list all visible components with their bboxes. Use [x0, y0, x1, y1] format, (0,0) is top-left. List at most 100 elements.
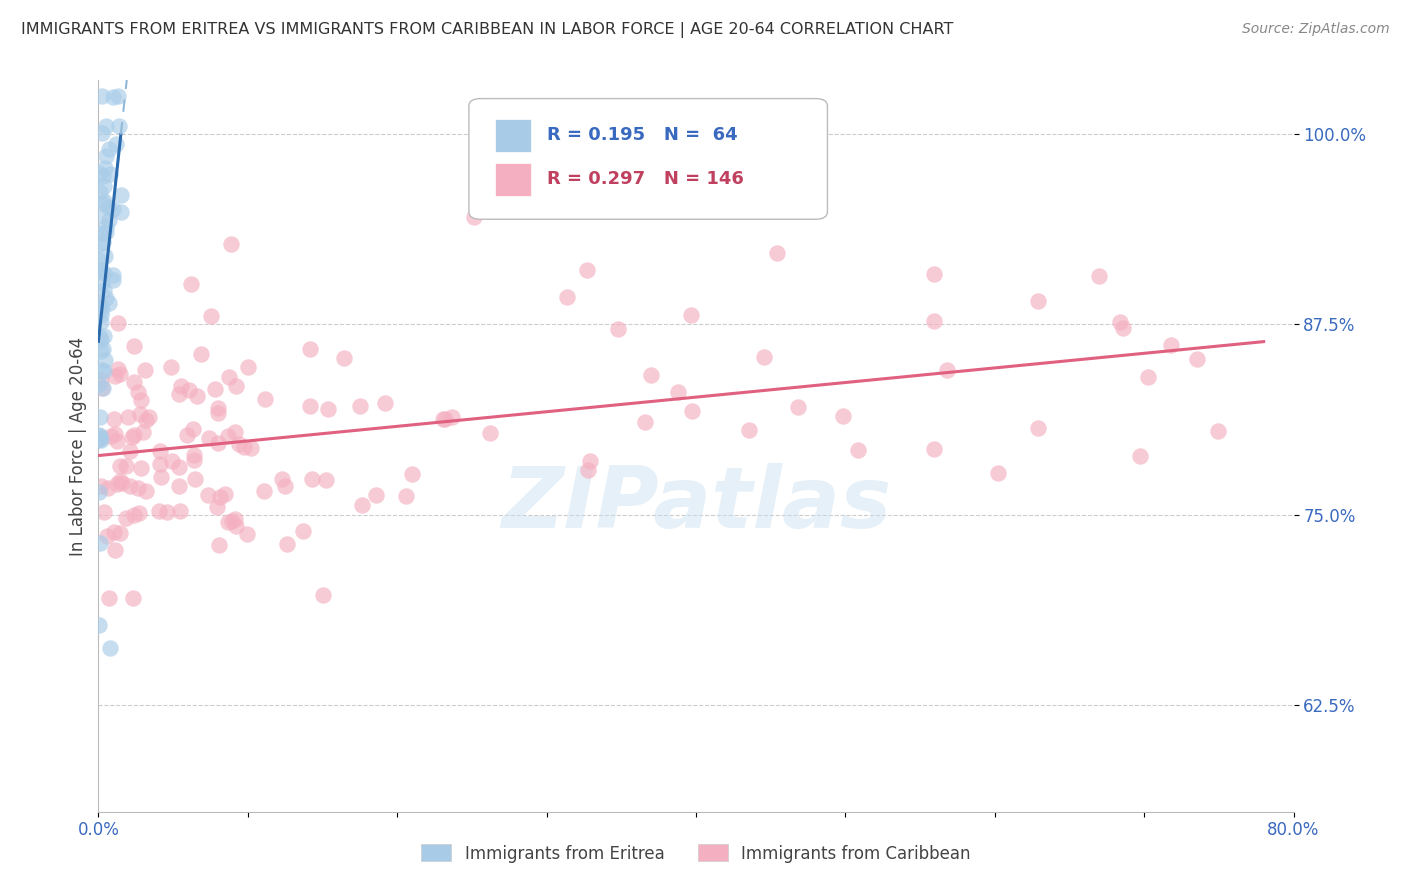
Point [149, 457, 172, 471]
Point [98, 641, 121, 656]
Point [1208, 424, 1230, 438]
Point [640, 368, 662, 382]
Point [87, 433, 110, 447]
Point [401, 467, 423, 481]
Point [122, 428, 145, 442]
Point [922, 314, 945, 328]
Point [91, 235, 114, 250]
Point [301, 472, 323, 486]
Point [922, 442, 945, 456]
Point [1137, 370, 1160, 384]
Point [89, 428, 111, 442]
Point [1111, 320, 1133, 334]
Point [91, 169, 114, 183]
Point [555, 290, 578, 304]
Point [94, 249, 117, 263]
Point [463, 211, 485, 225]
Point [271, 472, 294, 486]
Point [134, 363, 156, 377]
Point [149, 444, 172, 458]
Point [108, 459, 131, 474]
Point [180, 277, 202, 292]
Point [169, 504, 191, 518]
Point [103, 202, 125, 216]
Point [103, 412, 125, 426]
Point [93, 209, 115, 223]
Point [167, 460, 190, 475]
Point [754, 350, 776, 364]
Point [120, 479, 142, 493]
Point [93, 194, 115, 208]
Point [96, 528, 118, 542]
Point [479, 426, 502, 441]
Point [364, 488, 387, 502]
Point [97, 296, 120, 310]
Point [110, 368, 132, 382]
Point [333, 351, 356, 365]
Point [89, 376, 111, 391]
Y-axis label: In Labor Force | Age 20-64: In Labor Force | Age 20-64 [69, 336, 87, 556]
Point [207, 401, 229, 416]
Point [104, 542, 127, 557]
Point [254, 392, 277, 407]
Point [179, 383, 201, 397]
Point [316, 401, 339, 416]
Point [111, 476, 134, 491]
Point [274, 479, 297, 493]
Legend: Immigrants from Eritrea, Immigrants from Caribbean: Immigrants from Eritrea, Immigrants from… [415, 838, 977, 869]
Point [103, 90, 125, 104]
Point [89, 263, 111, 277]
Point [298, 399, 321, 413]
Point [1026, 293, 1049, 308]
Point [93, 352, 115, 367]
Point [89, 617, 111, 632]
Point [105, 137, 128, 152]
Point [97, 200, 120, 214]
Point [90, 434, 112, 448]
Point [128, 507, 150, 521]
Point [93, 266, 115, 280]
Point [94, 219, 117, 234]
Point [124, 339, 146, 353]
Point [89, 428, 111, 442]
Point [90, 344, 112, 359]
Point [91, 88, 114, 103]
Point [160, 360, 183, 375]
Point [98, 167, 122, 181]
Point [197, 431, 219, 445]
Point [124, 375, 146, 389]
Point [298, 342, 321, 356]
Point [228, 437, 250, 451]
FancyBboxPatch shape [495, 163, 531, 196]
Point [190, 347, 212, 361]
Point [576, 463, 599, 477]
Point [183, 453, 205, 467]
Point [441, 409, 464, 424]
Point [135, 413, 157, 427]
Point [90, 333, 112, 347]
Point [207, 538, 229, 552]
Point [89, 536, 111, 550]
Point [91, 126, 114, 140]
Point [93, 283, 115, 297]
Point [101, 273, 124, 287]
Point [846, 442, 869, 457]
Point [110, 205, 132, 219]
Point [1087, 268, 1109, 283]
Point [103, 525, 125, 540]
Point [105, 477, 128, 491]
Point [90, 301, 112, 316]
Point [129, 460, 152, 475]
Point [89, 262, 111, 277]
Point [127, 384, 149, 399]
Point [121, 430, 143, 444]
Point [104, 369, 127, 384]
Point [681, 403, 703, 417]
Point [936, 363, 959, 377]
Point [91, 342, 114, 356]
Point [91, 380, 114, 394]
Point [90, 479, 112, 493]
Point [217, 515, 239, 529]
Point [135, 483, 157, 498]
Point [128, 407, 150, 421]
